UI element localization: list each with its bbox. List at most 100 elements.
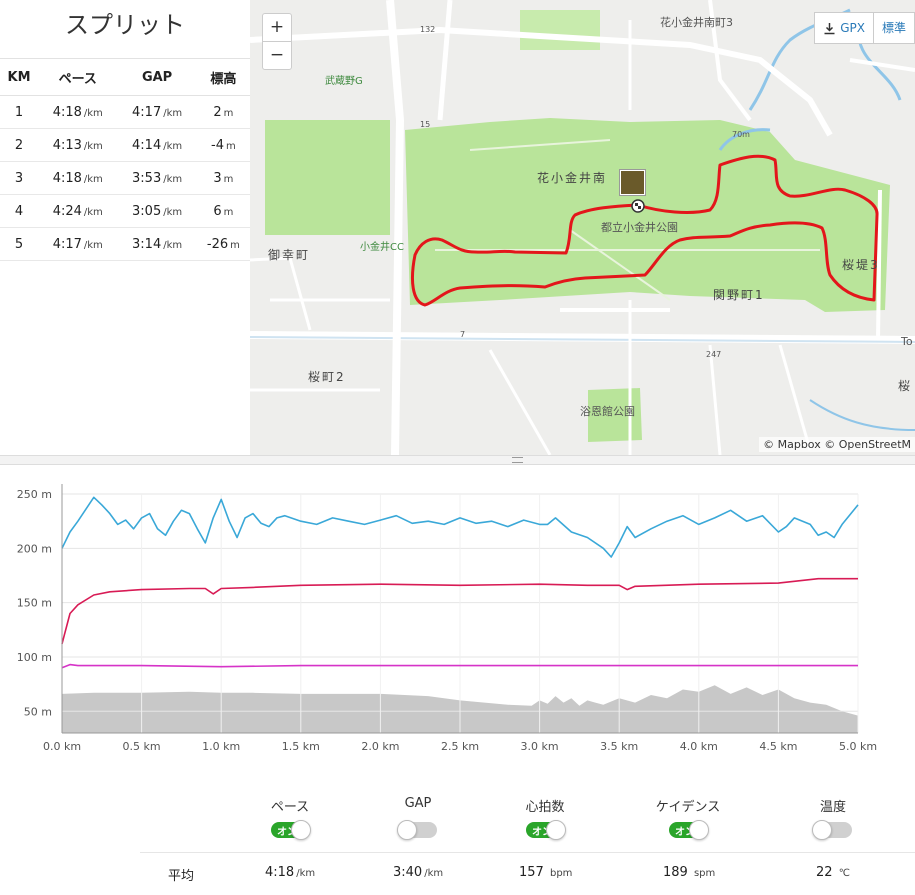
average-pace: 4:18/km	[265, 865, 315, 880]
average-hr-value: 157	[519, 865, 544, 880]
split-gap-value: 4:17	[132, 104, 162, 120]
split-row[interactable]: 2 4:13/km 4:14/km -4 m	[0, 128, 250, 162]
split-pace: 4:18/km	[38, 161, 118, 195]
average-row: 平均 4:18/km 3:40/km 157 bpm 189 spm 22 ℃	[140, 852, 915, 895]
split-km-value: 4	[14, 203, 24, 219]
split-pace-unit: /km	[83, 206, 103, 218]
toggle-switch[interactable]: オン	[669, 820, 709, 840]
split-pace-value: 4:24	[52, 203, 82, 219]
toggle-state: オン	[675, 827, 695, 838]
average-temp-value: 22	[816, 865, 833, 880]
average-temp-unit: ℃	[838, 868, 850, 879]
split-gap-value: 4:14	[132, 137, 162, 153]
x-tick-label: 3.0 km	[521, 740, 559, 753]
activity-chart[interactable]: 250 m 200 m 150 m 100 m 50 m 0.0 km 0.5 km 1.0 …	[0, 466, 915, 766]
label-toritsu-koganei-park: 都立小金井公園	[601, 221, 678, 234]
average-hr-unit: bpm	[549, 868, 573, 879]
resize-handle[interactable]	[0, 455, 915, 465]
average-pace-unit: /km	[296, 868, 316, 879]
split-row[interactable]: 3 4:18/km 3:53/km 3 m	[0, 161, 250, 195]
split-pace-value: 4:17	[52, 236, 82, 252]
zoom-out-button[interactable]: −	[263, 41, 291, 69]
label-sakuracho: 桜町2	[308, 370, 346, 384]
split-pace: 4:24/km	[38, 194, 118, 228]
split-gap-value: 3:14	[132, 236, 162, 252]
toggle-knob	[689, 820, 709, 840]
toggle-switch[interactable]: オン	[526, 820, 566, 840]
drag-grip-icon	[512, 457, 523, 463]
splits-table: KM ペース GAP 標高 1 4:18/km 4:17/km 2 m 2 4:13/km 4…	[0, 58, 250, 261]
y-tick-label: 150 m	[17, 597, 52, 610]
split-pace-value: 4:13	[52, 137, 82, 153]
split-km-value: 1	[14, 104, 24, 120]
toggle-label: ペース	[270, 800, 310, 815]
split-gap-unit: /km	[163, 140, 183, 152]
average-heartrate: 157 bpm	[519, 865, 572, 880]
park-area-main	[405, 118, 890, 312]
x-tick-label: 4.5 km	[759, 740, 797, 753]
toggle-switch[interactable]	[812, 820, 852, 840]
split-gap: 3:14/km	[117, 227, 197, 261]
split-row[interactable]: 4 4:24/km 3:05/km 6 m	[0, 194, 250, 228]
toggle-group: 心拍数 オン	[490, 796, 600, 842]
split-km: 3	[0, 161, 39, 195]
average-gap: 3:40/km	[393, 865, 443, 880]
toggle-label: 温度	[819, 800, 846, 815]
split-elev-value: 2	[213, 104, 222, 120]
label-yokukan-park: 浴恩館公園	[580, 405, 635, 418]
label-sekinocho: 関野町1	[713, 288, 765, 302]
y-tick-label: 50 m	[24, 705, 52, 718]
route-line	[411, 154, 879, 307]
map-style-button[interactable]: 標準	[873, 12, 915, 44]
average-cadence-unit: spm	[693, 868, 716, 879]
label-sakura-right: 桜	[898, 379, 913, 393]
park-area-north	[520, 10, 600, 50]
toggle-switch[interactable]	[397, 820, 437, 840]
x-tick-label: 4.0 km	[680, 740, 718, 753]
average-gap-value: 3:40	[393, 865, 423, 880]
gpx-download-button[interactable]: GPX	[814, 12, 874, 44]
label-road-132: 132	[420, 25, 436, 34]
split-row[interactable]: 5 4:17/km 3:14/km -26 m	[0, 227, 250, 261]
river-2	[718, 128, 771, 151]
split-gap-unit: /km	[163, 206, 183, 218]
split-km-value: 5	[14, 236, 24, 252]
toggle-knob	[812, 820, 832, 840]
splits-title: スプリット	[65, 11, 185, 39]
y-tick-label: 250 m	[17, 488, 52, 501]
split-elev-unit: m	[223, 107, 234, 119]
label-musashino-g: 武蔵野G	[325, 76, 363, 87]
split-row[interactable]: 1 4:18/km 4:17/km 2 m	[0, 95, 250, 129]
route-map[interactable]: 花小金井南町3 武蔵野G 花小金井南 都立小金井公園 小金井CC 御幸町 桜堤3…	[250, 0, 915, 455]
zoom-control: + −	[262, 13, 292, 70]
zoom-in-button[interactable]: +	[269, 17, 285, 37]
map-attribution[interactable]: © Mapbox © OpenStreetM	[759, 437, 915, 452]
map-tools: GPX 標準	[814, 12, 915, 44]
toggle-switch[interactable]: オン	[271, 820, 311, 840]
label-road-247: 247	[706, 350, 722, 359]
splits-panel: スプリット KM ペース GAP 標高 1 4:18/km 4:17/km 2 m 2 4:…	[0, 0, 251, 455]
x-tick-label: 5.0 km	[839, 740, 877, 753]
toggle-state: オン	[277, 827, 297, 838]
split-km-value: 2	[14, 137, 24, 153]
split-pace-unit: /km	[83, 239, 103, 251]
photo-thumbnail[interactable]	[620, 170, 645, 195]
label-sakura-tsutsumi: 桜堤3	[842, 258, 880, 272]
col-pace: ペース	[38, 58, 118, 96]
split-elev-value: 6	[213, 203, 222, 219]
map-canvas	[250, 0, 915, 455]
split-km-value: 3	[14, 170, 24, 186]
col-elev: 標高	[196, 58, 250, 96]
x-tick-label: 0.5 km	[123, 740, 161, 753]
split-gap-value: 3:53	[132, 170, 162, 186]
x-tick-label: 1.5 km	[282, 740, 320, 753]
gpx-label: GPX	[840, 21, 865, 35]
split-pace: 4:13/km	[38, 128, 118, 162]
split-gap: 3:53/km	[117, 161, 197, 195]
split-pace-value: 4:18	[52, 170, 82, 186]
col-km: KM	[0, 58, 39, 96]
x-tick-label: 1.0 km	[202, 740, 240, 753]
split-km: 4	[0, 194, 39, 228]
